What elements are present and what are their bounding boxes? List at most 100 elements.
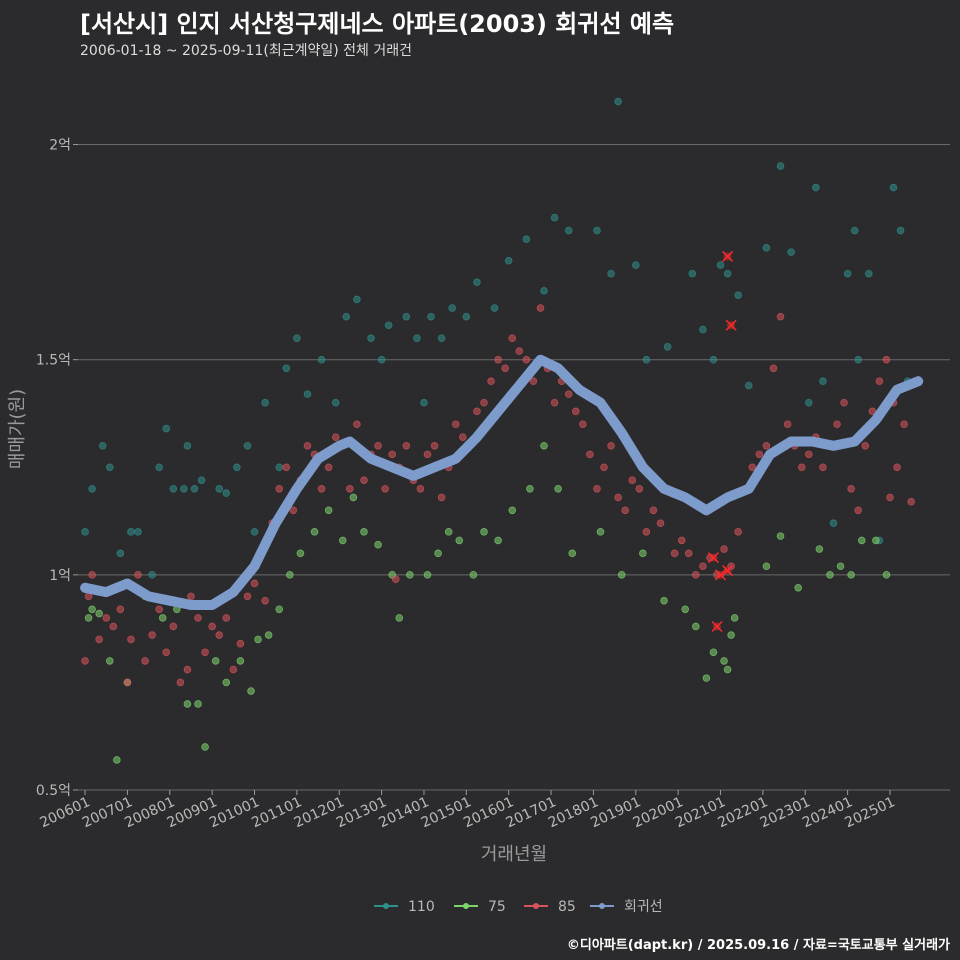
legend-marker	[599, 903, 605, 909]
scatter-point-85	[388, 450, 397, 459]
scatter-point-110	[169, 484, 178, 493]
scatter-point-85	[692, 571, 700, 579]
scatter-point-110	[593, 226, 601, 235]
scatter-point-85	[208, 622, 216, 631]
scatter-point-85	[289, 506, 298, 515]
scatter-point-75	[338, 536, 347, 545]
scatter-point-75	[310, 528, 319, 536]
scatter-point-110	[384, 321, 393, 330]
scatter-point-75	[836, 562, 845, 571]
legend-label: 85	[558, 899, 576, 915]
scatter-point-75	[84, 614, 93, 622]
scatter-point-85	[134, 571, 142, 579]
scatter-point-85	[148, 631, 156, 639]
scatter-point-75	[882, 571, 891, 579]
scatter-point-75	[236, 657, 245, 665]
scatter-point-85	[250, 579, 259, 588]
scatter-point-85	[155, 605, 163, 614]
scatter-point-110	[709, 355, 718, 364]
scatter-point-110	[183, 441, 192, 450]
scatter-point-75	[723, 665, 732, 674]
scatter-point-110	[127, 528, 135, 536]
scatter-point-85	[451, 420, 460, 429]
scatter-point-85	[423, 450, 432, 459]
scatter-point-85	[769, 364, 778, 373]
scatter-point-75	[286, 571, 294, 579]
scatter-point-75	[275, 605, 284, 614]
scatter-point-85	[748, 463, 757, 472]
scatter-point-85	[861, 441, 870, 450]
scatter-point-75	[469, 571, 478, 579]
scatter-point-110	[402, 312, 411, 321]
regression-line-group	[80, 354, 924, 610]
scatter-point-75	[554, 484, 562, 493]
scatter-point-110	[564, 226, 573, 235]
scatter-point-85	[522, 355, 531, 364]
scatter-point-85	[236, 639, 245, 648]
scatter-point-85	[430, 441, 439, 450]
scatter-point-85	[833, 420, 841, 429]
scatter-point-110	[331, 398, 340, 407]
scatter-point-85	[437, 493, 446, 502]
legend-item: 85	[524, 899, 576, 915]
scatter-point-75	[480, 528, 488, 536]
flagged-points	[707, 250, 737, 633]
scatter-point-85	[176, 678, 185, 687]
scatter-point-110	[865, 269, 873, 278]
scatter-point-85	[501, 364, 509, 373]
scatter-point-85	[494, 355, 502, 364]
scatter-point-110	[688, 269, 697, 278]
footer-credit: ©디아파트(dapt.kr) / 2025.09.16 / 자료=국토교통부 실…	[566, 938, 950, 953]
scatter-point-85	[819, 463, 827, 472]
scatter-point-85	[886, 493, 894, 502]
scatter-point-85	[882, 355, 891, 364]
y-tick-label: 1억	[49, 568, 71, 584]
scatter-point-85	[840, 398, 848, 407]
legend-label: 회귀선	[624, 899, 663, 915]
scatter-point-110	[162, 424, 171, 433]
scatter-point-110	[116, 549, 125, 558]
scatter-point-75	[113, 756, 121, 764]
flagged-point	[707, 552, 719, 564]
scatter-point-75	[201, 743, 209, 751]
scatter-point-85	[459, 433, 467, 441]
scatter-point-110	[342, 312, 351, 321]
scatter-point-110	[504, 256, 513, 265]
scatter-point-75	[349, 493, 358, 502]
scatter-point-75	[494, 536, 502, 545]
scatter-point-110	[744, 381, 753, 390]
scatter-point-75	[762, 562, 771, 571]
scatter-point-110	[462, 312, 471, 321]
scatter-point-75	[406, 571, 414, 579]
flagged-point	[722, 565, 734, 577]
scatter-point-85	[222, 614, 231, 622]
scatter-point-110	[222, 489, 231, 497]
scatter-point-110	[243, 441, 252, 450]
scatter-point-85	[331, 433, 340, 441]
scatter-point-85	[875, 377, 884, 386]
scatter-point-85	[187, 592, 195, 601]
scatter-point-85	[529, 377, 538, 386]
y-axis-ticks: 0.5억 1억 1.5억 2억	[36, 138, 78, 799]
scatter-point-75	[702, 674, 711, 682]
scatter-point-110	[427, 312, 435, 321]
scatter-point-110	[550, 213, 559, 222]
scatter-point-85	[868, 407, 877, 416]
scatter-point-75	[158, 614, 167, 622]
scatter-point-85	[656, 519, 665, 528]
flagged-point	[725, 319, 737, 331]
scatter-point-85	[324, 463, 333, 472]
scatter-point-110	[663, 342, 672, 351]
scatter-point-75	[211, 657, 220, 665]
scatter-point-85	[480, 398, 488, 407]
scatter-point-85	[487, 377, 495, 386]
scatter-point-85	[628, 476, 637, 484]
scatter-point-75	[296, 549, 305, 558]
flagged-point	[714, 569, 727, 581]
scatter-point-75	[639, 549, 647, 558]
scatter-point-110	[437, 334, 446, 342]
scatter-point-75	[720, 657, 728, 665]
scatter-point-75	[434, 549, 442, 558]
scatter-points	[81, 97, 915, 764]
scatter-point-110	[105, 463, 114, 472]
